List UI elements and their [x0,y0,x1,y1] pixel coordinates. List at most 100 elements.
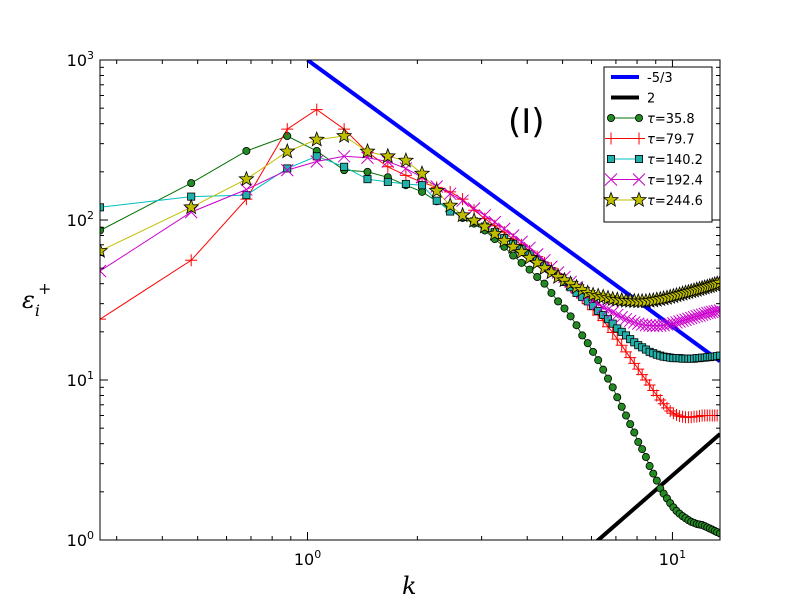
data-point [465,212,483,228]
data-point [634,437,643,446]
data-point [399,169,412,182]
data-point [560,304,569,313]
y-axis-label-main: ε [22,286,35,314]
data-point [444,185,457,198]
legend-marker [607,154,616,163]
data-point [381,155,395,168]
data-point [660,401,673,414]
data-point [525,265,534,274]
data-point [280,163,294,177]
data-point [486,225,503,241]
data-point [589,302,598,311]
data-point [619,312,633,326]
legend-label: τ=35.8 [647,112,695,127]
legend-label: 2 [647,92,655,107]
legend-marker [633,132,645,145]
data-point [401,179,410,188]
legend-marker [602,191,620,208]
data-point [509,251,518,260]
data-point [589,347,598,356]
data-point [100,242,109,259]
y-tick-label: 101 [67,369,94,390]
data-point [566,312,575,321]
data-point [583,339,592,348]
data-point [454,206,471,223]
data-point [441,196,459,213]
data-point [606,326,619,339]
data-point [456,194,469,208]
data-point [604,315,613,324]
data-point [690,309,704,323]
data-point [310,103,323,116]
data-point [443,187,457,201]
data-point [627,316,641,329]
panel-label: (I) [508,102,545,142]
data-point [185,254,198,267]
data-point [496,232,513,248]
svg-text:εi+: εi + [22,279,51,320]
data-point [308,130,325,147]
data-point [418,187,427,196]
data-point [710,304,720,318]
data-point [684,311,698,325]
data-point [359,142,376,159]
data-point [670,408,683,421]
data-point [536,259,553,276]
data-point [676,410,689,423]
legend-marker [635,114,644,123]
data-point [713,304,720,317]
data-point [383,177,392,186]
data-point [578,331,587,340]
data-point [379,147,397,164]
data-point [100,313,106,326]
data-point [687,310,701,324]
data-point [708,305,720,318]
legend-marker [635,154,644,163]
legend-label: τ=244.6 [647,194,703,209]
data-point [615,339,628,352]
reference-line [306,60,720,363]
data-point [554,297,563,306]
data-point [599,365,608,374]
data-point [621,411,630,420]
legend-box [603,66,713,223]
data-point [703,306,717,319]
data-point [428,182,445,198]
data-point [673,410,686,423]
data-point [488,215,502,229]
legend-label: -5/3 [647,71,673,86]
data-point [432,196,441,205]
data-point [517,258,526,267]
data-point [547,288,556,297]
data-point [594,356,603,365]
data-point [279,142,296,159]
data-point [630,428,639,437]
data-point [652,476,661,485]
data-point [242,146,251,155]
data-point [695,308,709,322]
data-point [478,208,492,222]
data-point [335,127,353,144]
x-axis-label: k [402,572,417,600]
data-point [312,152,321,161]
data-point [363,175,372,184]
data-point [281,123,294,136]
plot-frame [99,59,721,541]
data-point [604,374,613,383]
x-tick-label: 100 [294,548,321,569]
x-tick-label: 101 [659,548,686,569]
legend: -5/3 2 τ=35.8 τ=79.7 τ=140.2 τ=192.4 τ=244.6 [602,66,713,223]
data-point [521,249,538,265]
data-point [690,410,703,423]
data-point [361,151,374,165]
data-point [645,462,654,471]
legend-marker [632,173,646,186]
data-point [340,162,349,171]
data-point [242,191,251,200]
data-point [716,529,720,538]
data-point [615,310,629,324]
data-point [413,164,431,181]
data-point [613,393,622,402]
data-point [601,303,615,317]
data-point [610,308,624,322]
